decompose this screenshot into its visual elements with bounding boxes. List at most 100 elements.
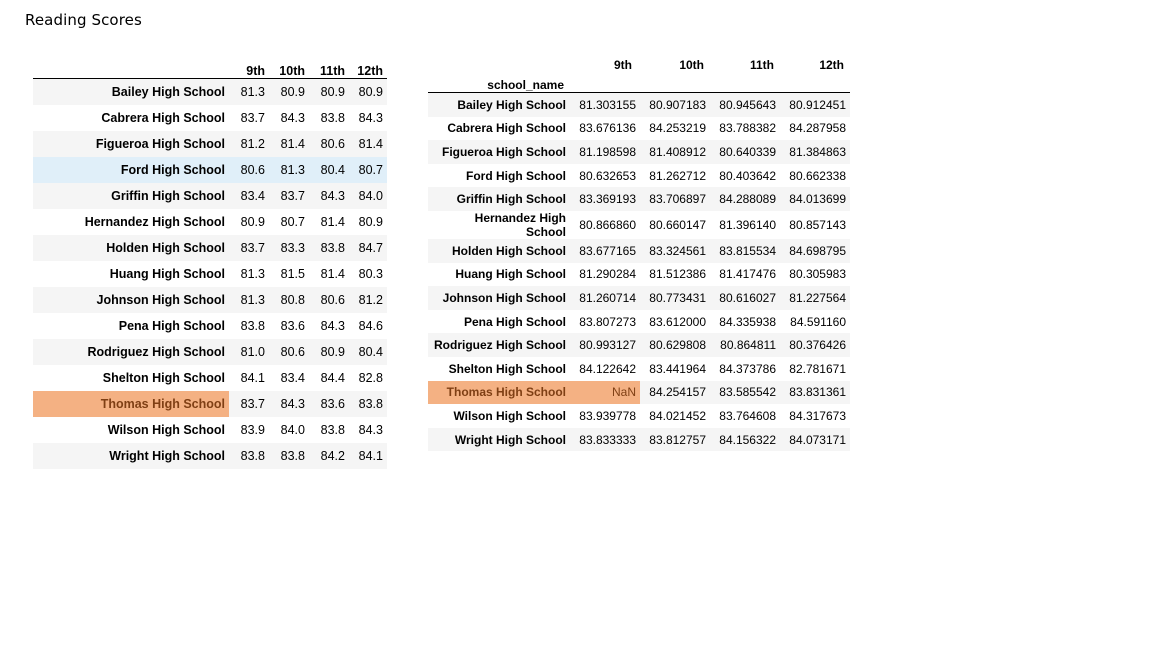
table-cell: 84.373786 (719, 361, 776, 376)
table-cell: 83.8 (320, 111, 345, 125)
table-cell: 84.3 (358, 111, 383, 125)
table-cell: 84.3 (280, 397, 305, 411)
table-cell: 84.3 (358, 423, 383, 437)
table-cell: 84.3 (280, 111, 305, 125)
table-cell: 80.945643 (719, 97, 776, 112)
table-cell: 80.9 (320, 345, 345, 359)
header-row: 9th 10th 11th 12th (33, 56, 387, 79)
table-row: Cabrera High School 83.7 84.3 83.8 84.3 (33, 105, 387, 131)
table-cell: 80.305983 (789, 267, 846, 282)
table-cell: 83.8 (320, 241, 345, 255)
row-header-school: Johnson High School (96, 293, 225, 307)
table-cell: 80.7 (358, 163, 383, 177)
table-cell: 80.9 (280, 85, 305, 99)
table-cell: 81.227564 (789, 290, 846, 305)
table-cell: 83.7 (240, 111, 265, 125)
table-cell: 80.640339 (719, 144, 776, 159)
table-cell: 81.4 (280, 137, 305, 151)
table-cell: 80.857143 (789, 217, 846, 232)
table-cell: 83.6 (280, 319, 305, 333)
table-cell: 84.156322 (719, 432, 776, 447)
table-cell: 81.198598 (579, 144, 636, 159)
table-cell: 80.403642 (719, 168, 776, 183)
index-name-row: school_name (428, 72, 850, 93)
table-cell: 80.8 (280, 293, 305, 307)
table-cell: 81.3 (240, 85, 265, 99)
table-cell: 81.0 (240, 345, 265, 359)
column-header: 10th (679, 58, 704, 72)
table-cell: 80.6 (320, 137, 345, 151)
row-header-school: Huang High School (455, 267, 566, 282)
table-cell: 84.073171 (789, 432, 846, 447)
index-header-blank (428, 56, 570, 72)
table-cell: 84.1 (240, 371, 265, 385)
table-cell: 84.7 (358, 241, 383, 255)
table-row: Rodriguez High School 81.0 80.6 80.9 80.4 (33, 339, 387, 365)
table-cell: 83.7 (240, 241, 265, 255)
table-cell: 80.773431 (649, 290, 706, 305)
table-cell: 84.0 (358, 189, 383, 203)
table-row: Ford High School 80.632653 81.262712 80.403… (428, 163, 850, 188)
table-cell: 80.4 (358, 345, 383, 359)
column-header: 9th (229, 56, 269, 79)
blank-header-cell (780, 72, 850, 93)
table-cell: 83.3 (280, 241, 305, 255)
table-header: 9th 10th 11th 12th school_name (428, 56, 850, 93)
table-cell: 80.866860 (579, 217, 636, 232)
table-row: Shelton High School 84.122642 83.441964 84.… (428, 356, 850, 381)
row-header-school: Wilson High School (453, 408, 566, 423)
table-row: Rodriguez High School 80.993127 80.629808 8… (428, 333, 850, 357)
column-header: 10th (269, 56, 309, 79)
table-cell: 80.9 (320, 85, 345, 99)
table-cell: 83.4 (240, 189, 265, 203)
table-row: Huang High School 81.3 81.5 81.4 80.3 (33, 261, 387, 287)
row-header-school: Bailey High School (457, 97, 566, 112)
table-cell: 83.788382 (719, 121, 776, 136)
table-cell: 83.812757 (649, 432, 706, 447)
table-cell: 81.408912 (649, 144, 706, 159)
row-header-school: Ford High School (120, 163, 225, 177)
table-cell: 81.303155 (579, 97, 636, 112)
table-row: Ford High School 80.6 81.3 80.4 80.7 (33, 157, 387, 183)
table-cell: 83.833333 (579, 432, 636, 447)
row-header-school: Shelton High School (102, 371, 225, 385)
table-row: Thomas High School 83.7 84.3 83.6 83.8 (33, 391, 387, 417)
table-cell: 84.287958 (789, 121, 846, 136)
row-header-school: Bailey High School (111, 85, 225, 99)
table-cell: 81.262712 (649, 168, 706, 183)
table-cell: 84.021452 (649, 408, 706, 423)
table-row: Wilson High School 83.939778 84.021452 83.7… (428, 404, 850, 428)
table-cell: 80.632653 (579, 168, 636, 183)
table-cell: 83.324561 (649, 243, 706, 258)
column-header: 11th (309, 56, 349, 79)
rounded-reading-scores-table: 9th 10th 11th 12th Bailey High School 81.… (33, 56, 387, 469)
table-cell: 81.290284 (579, 267, 636, 282)
table-cell: 83.585542 (719, 385, 776, 400)
table-cell: 80.9 (358, 85, 383, 99)
table-cell: 80.616027 (719, 290, 776, 305)
table-cell: 83.831361 (789, 385, 846, 400)
table-body: Bailey High School 81.303155 80.907183 80.9… (428, 92, 850, 452)
table-cell: 82.8 (358, 371, 383, 385)
blank-header-cell (710, 72, 780, 93)
table-cell: 83.612000 (649, 314, 706, 329)
table-cell: 84.253219 (649, 121, 706, 136)
row-header-school: Holden High School (106, 241, 225, 255)
row-header-school: Thomas High School (33, 391, 229, 417)
table-cell: 83.7 (240, 397, 265, 411)
table-cell: 83.815534 (719, 243, 776, 258)
table-cell: 83.369193 (579, 192, 636, 207)
table-row: Cabrera High School 83.676136 84.253219 83.… (428, 116, 850, 141)
table-cell: 81.260714 (579, 290, 636, 305)
table-cell: 80.9 (240, 215, 265, 229)
table-cell: 80.6 (240, 163, 265, 177)
table-cell: 83.7 (280, 189, 305, 203)
table-cell: 82.781671 (789, 361, 846, 376)
table-cell: 81.396140 (719, 217, 776, 232)
table-cell: 83.8 (240, 319, 265, 333)
table-cell: 84.6 (358, 319, 383, 333)
table-cell: 80.376426 (789, 338, 846, 353)
table-cell: 81.3 (240, 267, 265, 281)
table-row: Griffin High School 83.4 83.7 84.3 84.0 (33, 183, 387, 209)
table-cell: 80.629808 (649, 338, 706, 353)
